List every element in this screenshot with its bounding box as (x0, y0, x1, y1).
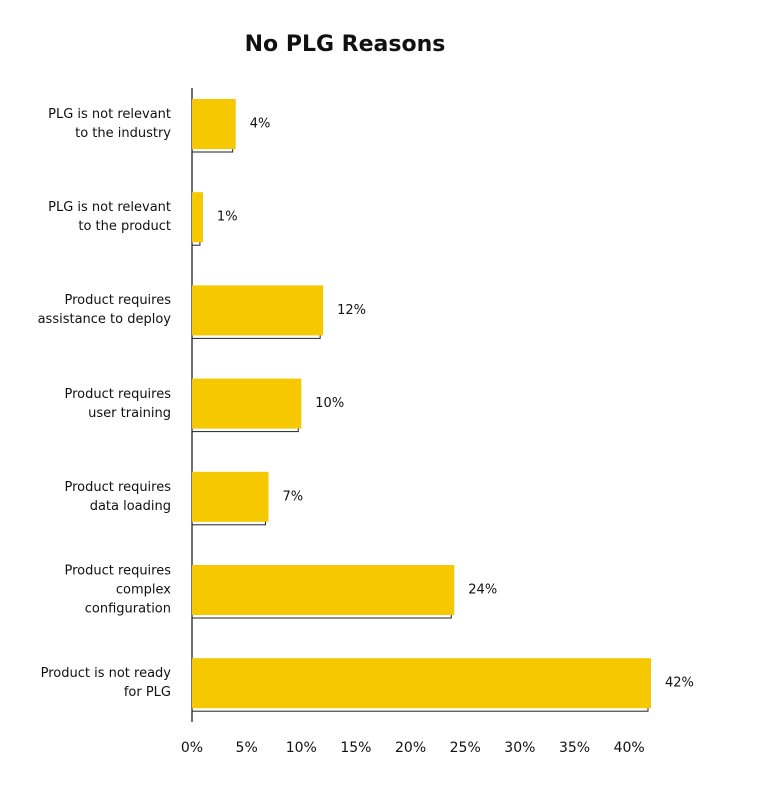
value-label: 1% (217, 210, 238, 225)
category-label: Product requires complex configuration (64, 563, 171, 617)
bar (192, 285, 324, 336)
category-label: PLG is not relevant to the industry (48, 107, 171, 141)
bar (192, 99, 236, 149)
value-label: 42% (665, 676, 694, 691)
bar (192, 378, 302, 429)
value-label: 4% (250, 117, 271, 132)
value-label: 12% (337, 303, 366, 318)
bar (192, 658, 651, 709)
bar (192, 192, 203, 243)
x-tick-label: 5% (236, 740, 258, 756)
category-label: Product requires data loading (64, 479, 171, 514)
bar (192, 471, 269, 522)
value-label: 7% (283, 489, 304, 504)
x-tick-label: 10% (286, 740, 317, 756)
x-tick-label: 0% (181, 740, 203, 756)
category-label: Product requires user training (64, 386, 171, 421)
x-tick-label: 20% (395, 740, 426, 756)
bar (192, 565, 455, 615)
x-tick-label: 15% (340, 740, 371, 756)
category-label: Product is not ready for PLG (40, 666, 171, 701)
x-tick-label: 30% (504, 740, 535, 756)
x-tick-label: 25% (450, 740, 481, 756)
category-label: Product requires assistance to deploy (37, 293, 171, 328)
category-label: PLG is not relevant to the product (48, 200, 171, 235)
chart-title: No PLG Reasons (244, 32, 446, 57)
value-label: 10% (315, 396, 344, 411)
x-tick-label: 40% (614, 740, 645, 756)
x-tick-label: 35% (559, 740, 590, 756)
value-label: 24% (468, 583, 497, 598)
